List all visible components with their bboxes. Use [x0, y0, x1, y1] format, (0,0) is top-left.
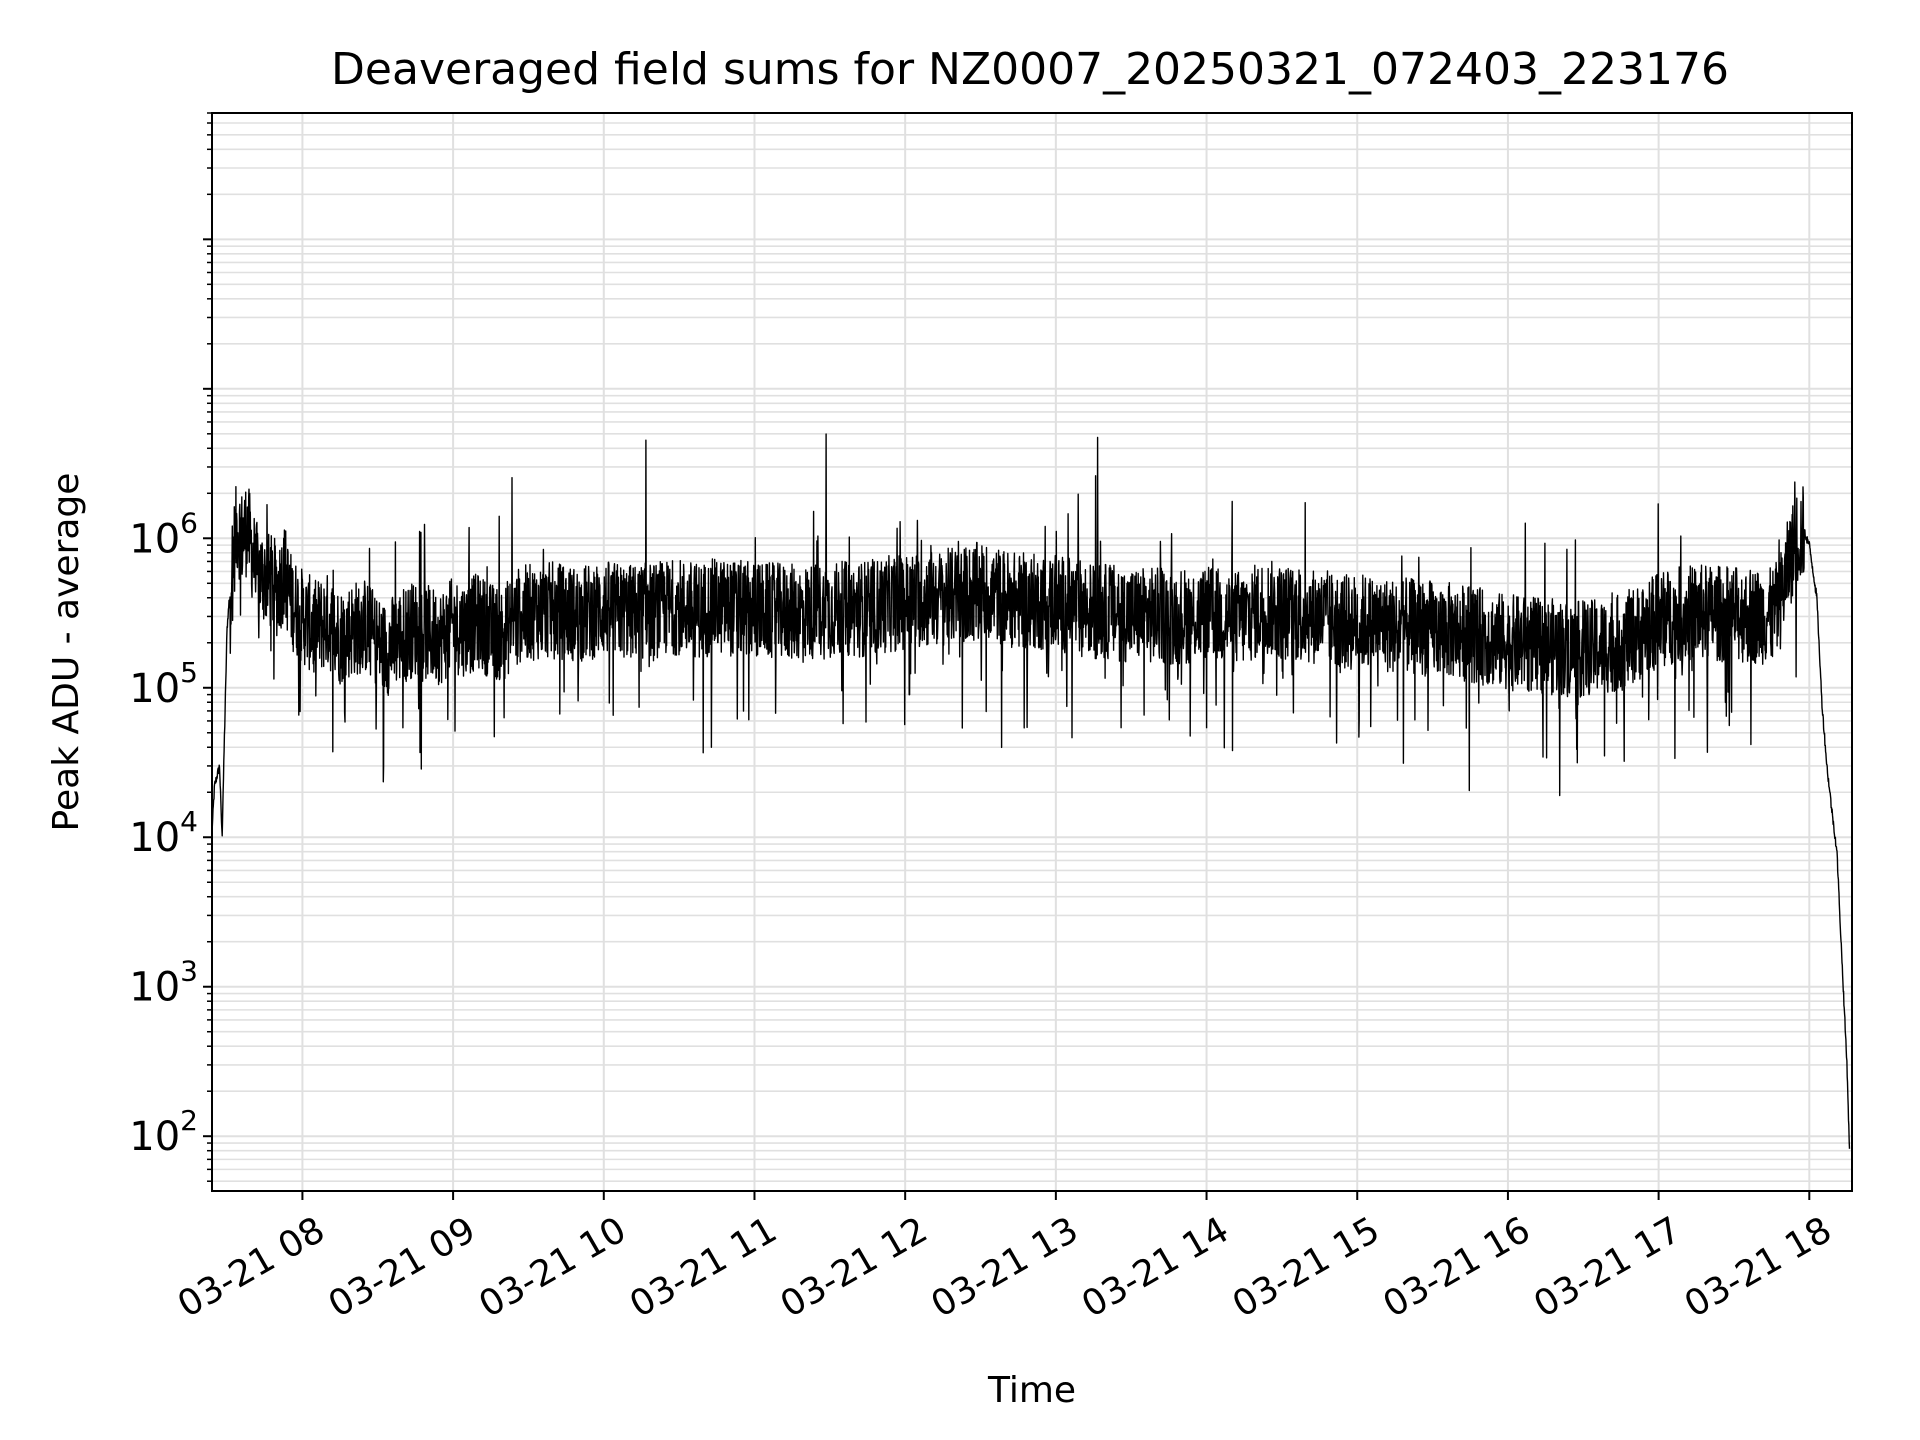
series-group — [211, 433, 1851, 1149]
y-tick-label: 103 — [129, 955, 198, 1011]
y-tick-label: 104 — [129, 805, 198, 861]
y-tick-label: 102 — [129, 1104, 198, 1160]
plot-frame — [211, 112, 1853, 1192]
y-tick-label: 106 — [129, 506, 198, 562]
y-axis-label: Peak ADU - average — [46, 473, 87, 832]
series-line — [211, 433, 1851, 1149]
x-axis-label: Time — [987, 1370, 1076, 1411]
chart-title: Deaveraged field sums for NZ0007_2025032… — [331, 44, 1729, 95]
y-tick-label: 105 — [129, 656, 198, 712]
